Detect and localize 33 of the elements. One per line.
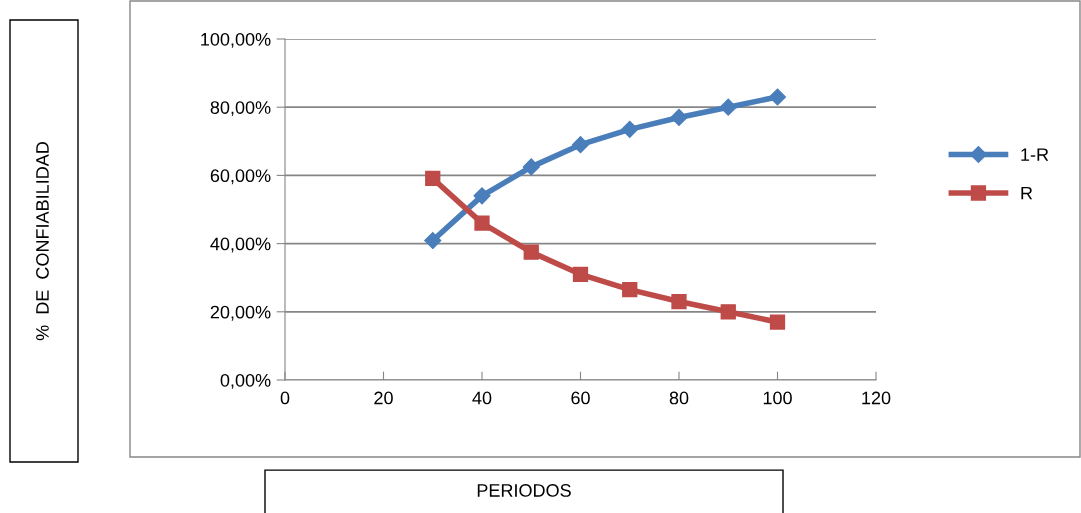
y-tick-label: 40,00% — [210, 237, 271, 253]
point — [769, 314, 786, 330]
x-axis-title: PERIODOS — [477, 484, 571, 497]
point — [621, 120, 639, 138]
x-tick-label: 120 — [862, 391, 891, 405]
point — [622, 281, 638, 298]
point — [572, 266, 589, 282]
point — [720, 304, 736, 320]
y-tick-label: 100,00% — [201, 32, 271, 48]
point — [474, 215, 490, 231]
legend-label: R — [1021, 186, 1033, 200]
x-tick-label: 20 — [374, 391, 393, 405]
point — [424, 231, 442, 250]
point — [768, 88, 787, 106]
y-tick-label: 20,00% — [210, 305, 271, 321]
x-tick-label: 80 — [669, 391, 689, 405]
x-tick-label: 100 — [763, 391, 792, 405]
point — [473, 187, 491, 205]
legend-label: 1-R — [1021, 148, 1049, 161]
y-tick-label: 0,00% — [220, 373, 271, 389]
point — [670, 108, 688, 126]
point — [719, 98, 737, 116]
point — [523, 244, 539, 260]
point — [522, 158, 540, 176]
y-tick-label: 60,00% — [210, 169, 271, 185]
x-tick-label: 40 — [472, 391, 492, 405]
point — [571, 136, 590, 154]
text: % DE CONFIABILIDAD — [36, 142, 49, 341]
x-tick-label: 60 — [571, 391, 590, 405]
y-tick-label: 80,00% — [210, 101, 271, 117]
point — [425, 170, 441, 187]
x-tick-label: 0 — [280, 391, 290, 405]
point — [671, 293, 687, 310]
